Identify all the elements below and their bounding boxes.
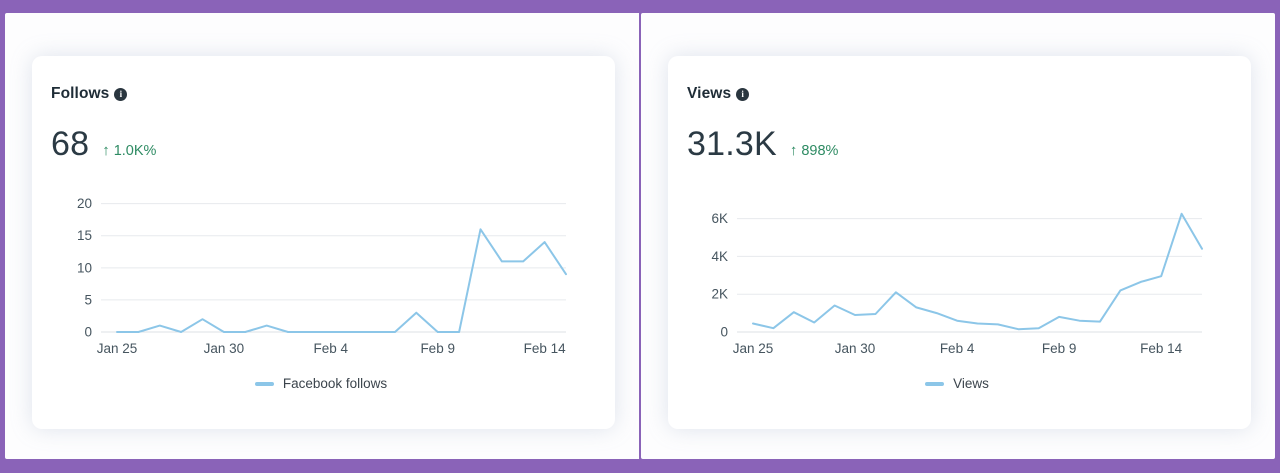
follows-delta: ↑ 1.0K% <box>102 142 156 159</box>
follows-legend-label: Facebook follows <box>282 376 388 391</box>
views-legend[interactable]: Views <box>687 376 1227 391</box>
legend-line-swatch <box>254 381 274 386</box>
y-tick-label: 5 <box>84 292 92 307</box>
follows-title: Follows <box>51 85 110 102</box>
follows-chart-wrap: 0 5 10 15 20 Jan 25 Jan 30 Feb 4 Feb 9 Feb 14 <box>51 188 591 360</box>
info-icon[interactable]: i <box>736 87 750 101</box>
y-tick-label: 4K <box>711 249 728 264</box>
views-series-line <box>752 212 1203 331</box>
views-delta-value: 898% <box>801 143 839 159</box>
follows-total: 68 <box>51 125 90 163</box>
views-card: Views i 31.3K ↑ 898% 0 2K 4K 6K Jan 25 Jan 30… <box>668 56 1251 429</box>
follows-panel: Follows i 68 ↑ 1.0K% 0 5 10 15 20 Jan 25 Jan 3… <box>5 13 641 459</box>
x-tick-label: Feb 14 <box>524 341 567 356</box>
info-icon[interactable]: i <box>114 87 128 101</box>
y-tick-label: 15 <box>77 228 92 243</box>
x-tick-label: Feb 4 <box>940 341 975 356</box>
follows-legend[interactable]: Facebook follows <box>51 376 591 391</box>
follows-line-chart[interactable]: 0 5 10 15 20 Jan 25 Jan 30 Feb 4 Feb 9 Feb 14 <box>51 188 571 360</box>
follows-card: Follows i 68 ↑ 1.0K% 0 5 10 15 20 Jan 25 Jan 3… <box>32 56 615 429</box>
views-total: 31.3K <box>687 125 777 163</box>
views-chart-wrap: 0 2K 4K 6K Jan 25 Jan 30 Feb 4 Feb 9 Feb 14 <box>687 188 1227 360</box>
y-tick-label: 20 <box>77 196 92 211</box>
follows-metric-row: 68 ↑ 1.0K% <box>51 125 591 164</box>
views-metric-row: 31.3K ↑ 898% <box>687 125 1227 164</box>
y-tick-label: 6K <box>711 211 728 226</box>
y-tick-label: 10 <box>77 260 92 275</box>
views-title: Views <box>687 85 732 102</box>
follows-delta-value: 1.0K% <box>113 143 157 159</box>
legend-line-swatch <box>925 381 945 386</box>
x-tick-label: Feb 9 <box>420 341 455 356</box>
x-tick-label: Feb 4 <box>314 341 349 356</box>
views-card-header: Views i <box>687 85 1227 103</box>
y-tick-label: 2K <box>711 287 728 302</box>
trend-up-icon: ↑ <box>102 142 110 159</box>
x-tick-label: Jan 25 <box>733 341 774 356</box>
follows-card-header: Follows i <box>51 85 591 103</box>
x-tick-label: Feb 14 <box>1140 341 1183 356</box>
x-tick-label: Jan 25 <box>97 341 138 356</box>
y-tick-label: 0 <box>720 325 728 340</box>
x-tick-label: Feb 9 <box>1042 341 1077 356</box>
x-tick-label: Jan 30 <box>835 341 876 356</box>
views-legend-label: Views <box>953 376 989 391</box>
x-tick-label: Jan 30 <box>204 341 245 356</box>
trend-up-icon: ↑ <box>789 142 798 159</box>
follows-series-line <box>116 228 567 333</box>
views-delta: ↑ 898% <box>790 142 839 159</box>
views-line-chart[interactable]: 0 2K 4K 6K Jan 25 Jan 30 Feb 4 Feb 9 Feb 14 <box>687 188 1207 360</box>
y-tick-label: 0 <box>84 325 92 340</box>
views-panel: Views i 31.3K ↑ 898% 0 2K 4K 6K Jan 25 Jan 30… <box>641 13 1275 459</box>
